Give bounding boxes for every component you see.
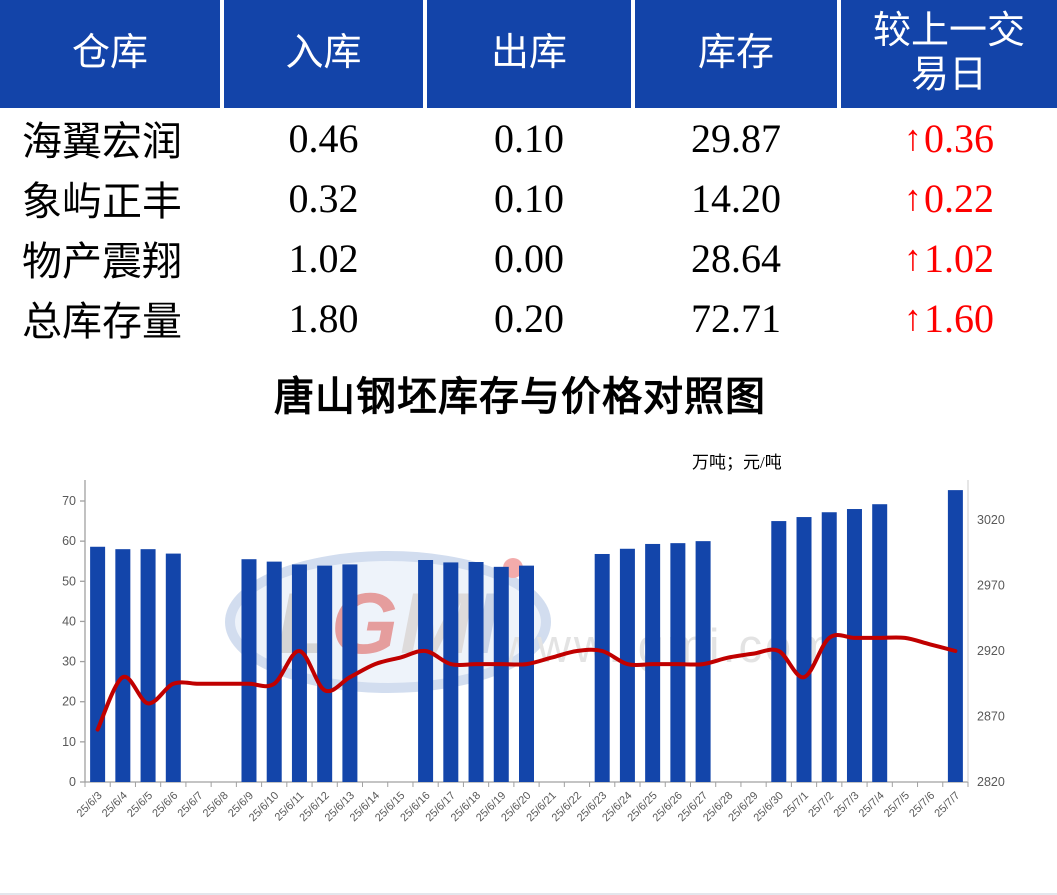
svg-text:2920: 2920 xyxy=(977,644,1005,658)
inventory-table: 仓库 入库 出库 库存 较上一交易日 海翼宏润 0.46 0.10 29.87 … xyxy=(0,0,1057,348)
table-row-total: 总库存量 1.80 0.20 72.71 ↑ 1.60 xyxy=(0,288,1057,348)
svg-text:3020: 3020 xyxy=(977,513,1005,527)
svg-text:25/7/1: 25/7/1 xyxy=(781,790,811,820)
chart-title: 唐山钢坯库存与价格对照图 xyxy=(274,374,766,419)
inventory-bar xyxy=(90,546,106,782)
inventory-bar xyxy=(796,517,812,782)
inbound-cell: 0.46 xyxy=(224,108,423,168)
table-row: 海翼宏润 0.46 0.10 29.87 ↑ 0.36 xyxy=(0,108,1057,168)
svg-text:25/7/7: 25/7/7 xyxy=(932,790,962,820)
stock-cell: 29.87 xyxy=(635,108,837,168)
outbound-cell: 0.10 xyxy=(427,108,631,168)
svg-text:25/6/3: 25/6/3 xyxy=(75,790,105,820)
stock-cell: 14.20 xyxy=(635,168,837,228)
svg-text:25/7/4: 25/7/4 xyxy=(857,790,887,820)
svg-text:25/6/6: 25/6/6 xyxy=(150,790,180,820)
change-cell: ↑ 1.02 xyxy=(841,228,1057,288)
change-cell: ↑ 0.22 xyxy=(841,168,1057,228)
price-line xyxy=(95,633,958,732)
up-arrow-icon: ↑ xyxy=(904,178,922,218)
inventory-bar xyxy=(846,509,862,782)
svg-text:50: 50 xyxy=(62,574,76,588)
svg-text:25/7/2: 25/7/2 xyxy=(806,790,836,820)
inventory-bar xyxy=(165,553,181,782)
svg-text:25/6/8: 25/6/8 xyxy=(201,790,231,820)
inbound-cell: 1.02 xyxy=(224,228,423,288)
svg-text:25/6/5: 25/6/5 xyxy=(125,790,155,820)
header-inbound: 入库 xyxy=(224,0,423,108)
header-stock: 库存 xyxy=(635,0,837,108)
inventory-bar xyxy=(443,562,459,782)
warehouse-name-cell: 总库存量 xyxy=(0,288,220,348)
change-cell: ↑ 0.36 xyxy=(841,108,1057,168)
up-arrow-icon: ↑ xyxy=(904,238,922,278)
inbound-cell: 1.80 xyxy=(224,288,423,348)
svg-text:25/7/3: 25/7/3 xyxy=(831,790,861,820)
inventory-bar xyxy=(317,565,333,782)
table-row: 象屿正丰 0.32 0.10 14.20 ↑ 0.22 xyxy=(0,168,1057,228)
svg-text:20: 20 xyxy=(62,695,76,709)
svg-text:25/6/7: 25/6/7 xyxy=(176,790,206,820)
outbound-cell: 0.20 xyxy=(427,288,631,348)
outbound-cell: 0.10 xyxy=(427,168,631,228)
svg-text:70: 70 xyxy=(62,494,76,508)
inventory-bar xyxy=(468,562,484,782)
svg-text:60: 60 xyxy=(62,534,76,548)
inventory-bar xyxy=(493,566,509,782)
up-arrow-icon: ↑ xyxy=(904,298,922,338)
up-arrow-icon: ↑ xyxy=(904,118,922,158)
svg-text:LGMI: LGMI xyxy=(277,576,500,672)
inventory-bar xyxy=(418,560,434,782)
inventory-bar xyxy=(266,561,282,782)
inventory-bar xyxy=(695,541,711,782)
inventory-bar xyxy=(872,504,888,782)
warehouse-name-cell: 象屿正丰 xyxy=(0,168,220,228)
bottom-divider xyxy=(0,893,1057,895)
stock-cell: 72.71 xyxy=(635,288,837,348)
inventory-bar xyxy=(291,564,307,782)
inventory-bar xyxy=(594,553,610,782)
svg-text:25/7/6: 25/7/6 xyxy=(907,790,937,820)
header-change: 较上一交易日 xyxy=(841,0,1057,108)
inventory-bar xyxy=(241,559,257,782)
warehouse-name-cell: 物产震翔 xyxy=(0,228,220,288)
inventory-bar xyxy=(821,512,837,782)
svg-text:2970: 2970 xyxy=(977,579,1005,593)
stock-cell: 28.64 xyxy=(635,228,837,288)
change-cell: ↑ 1.60 xyxy=(841,288,1057,348)
svg-text:25/7/5: 25/7/5 xyxy=(882,790,912,820)
svg-text:2870: 2870 xyxy=(977,710,1005,724)
table-header-row: 仓库 入库 出库 库存 较上一交易日 xyxy=(0,0,1057,108)
inbound-cell: 0.32 xyxy=(224,168,423,228)
chart-unit-label: 万吨；元/吨 xyxy=(692,453,782,472)
inventory-bar xyxy=(140,549,156,782)
inventory-bar xyxy=(115,549,131,782)
svg-text:0: 0 xyxy=(69,775,76,789)
outbound-cell: 0.00 xyxy=(427,228,631,288)
inventory-bar xyxy=(342,564,358,782)
svg-text:30: 30 xyxy=(62,655,76,669)
svg-text:2820: 2820 xyxy=(977,775,1005,789)
table-row: 物产震翔 1.02 0.00 28.64 ↑ 1.02 xyxy=(0,228,1057,288)
inventory-bar xyxy=(947,490,963,782)
header-warehouse: 仓库 xyxy=(0,0,220,108)
warehouse-name-cell: 海翼宏润 xyxy=(0,108,220,168)
svg-text:40: 40 xyxy=(62,614,76,628)
inventory-price-chart: LGMIwww.lgmi.com010203040506070282028702… xyxy=(62,480,1005,824)
inventory-bar xyxy=(519,565,534,782)
svg-text:10: 10 xyxy=(62,735,76,749)
svg-text:25/6/4: 25/6/4 xyxy=(100,790,130,820)
header-outbound: 出库 xyxy=(427,0,631,108)
